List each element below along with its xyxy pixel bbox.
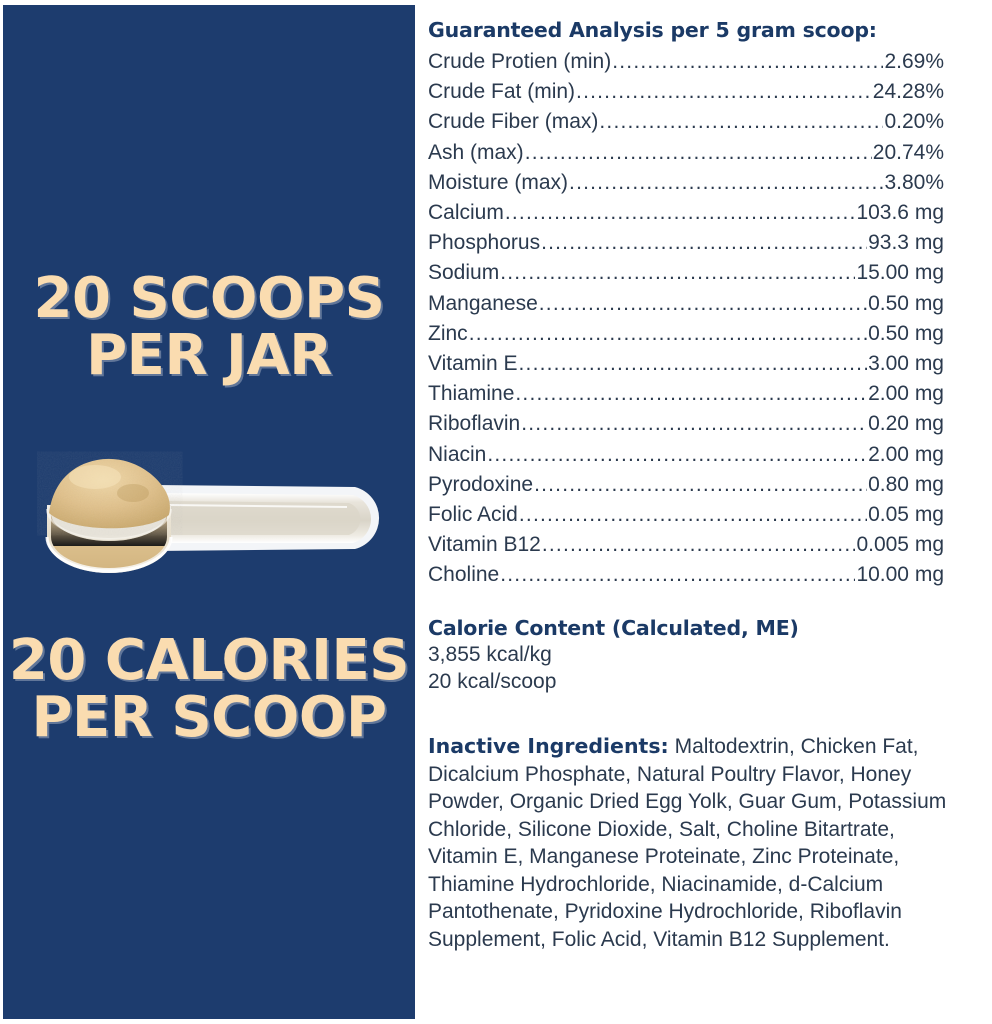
analysis-value: 15.00 mg [856,261,944,285]
analysis-label: Crude Fiber (max) [428,110,599,134]
analysis-label: Vitamin B12 [428,533,541,557]
analysis-label: Vitamin E [428,352,518,376]
analysis-label: Folic Acid [428,503,518,527]
calorie-per-kg: 3,855 kcal/kg [428,643,552,666]
analysis-row: Thiamine 2.00 mg [428,379,944,409]
analysis-value: 3.80% [884,170,944,194]
inactive-ingredients-body: Maltodextrin, Chicken Fat, Dicalcium Pho… [428,735,947,951]
analysis-label: Riboflavin [428,412,521,436]
analysis-row: Calcium 103.6 mg [428,198,944,228]
analysis-row: Ash (max) 20.74% [428,138,944,168]
analysis-value: 2.00 mg [868,442,944,466]
analysis-label: Crude Protien (min) [428,50,612,73]
dot-leader [505,198,856,219]
analysis-value: 103.6 mg [856,201,944,225]
analysis-value: 93.3 mg [868,231,944,255]
calorie-content-block: Calorie Content (Calculated, ME) 3,855 k… [428,616,944,695]
analysis-row: Crude Protien (min) 2.69% [428,47,944,77]
dot-leader [539,289,867,310]
analysis-row: Sodium 15.00 mg [428,258,944,288]
dot-leader [542,530,856,551]
calorie-per-scoop: 20 kcal/scoop [428,670,557,693]
calorie-content-title: Calorie Content (Calculated, ME) [428,616,799,640]
analysis-value: 0.50 mg [868,291,944,315]
guaranteed-analysis-list: Crude Protien (min) 2.69% Crude Fat (min) 2… [428,47,944,591]
analysis-label: Choline [428,563,500,587]
nutrition-content-column: Guaranteed Analysis per 5 gram scoop: Cr… [428,0,948,1024]
dot-leader [500,258,855,279]
analysis-label: Zinc [428,321,468,345]
analysis-row: Moisture (max) 3.80% [428,168,944,198]
dot-leader [519,500,867,521]
dot-leader [599,107,883,128]
analysis-value: 0.50 mg [868,321,944,345]
analysis-value: 20.74% [872,140,944,164]
analysis-row: Vitamin E 3.00 mg [428,349,944,379]
analysis-value: 24.28% [872,80,944,104]
analysis-value: 2.00 mg [868,382,944,406]
analysis-row: Crude Fat (min) 24.28% [428,77,944,107]
analysis-value: 0.20 mg [868,412,944,436]
analysis-label: Thiamine [428,382,515,406]
dot-leader [576,77,872,98]
analysis-row: Zinc 0.50 mg [428,319,944,349]
dot-leader [612,47,883,68]
dot-leader [569,168,883,189]
analysis-label: Niacin [428,442,487,466]
scoop-illustration [45,458,380,573]
dot-leader [541,228,867,249]
analysis-label: Moisture (max) [428,170,569,194]
dot-leader [534,470,867,491]
analysis-label: Crude Fat (min) [428,80,576,104]
analysis-row: Choline 10.00 mg [428,560,944,590]
guaranteed-analysis-title: Guaranteed Analysis per 5 gram scoop: [428,18,877,42]
analysis-value: 0.20% [884,110,944,134]
left-navy-panel: 20 SCOOPS PER JAR [3,5,415,1019]
analysis-row: Manganese 0.50 mg [428,289,944,319]
analysis-label: Sodium [428,261,500,285]
analysis-label: Manganese [428,291,538,315]
analysis-row: Pyrodoxine 0.80 mg [428,470,944,500]
analysis-row: Crude Fiber (max) 0.20% [428,107,944,137]
dot-leader [515,379,867,400]
headline-calories-line2: PER SCOOP [31,685,387,751]
analysis-value: 0.05 mg [868,503,944,527]
headline-scoops-line2: PER JAR [86,323,332,389]
dot-leader [525,138,872,159]
analysis-value: 0.80 mg [868,472,944,496]
analysis-row: Niacin 2.00 mg [428,440,944,470]
headline-calories-per-scoop: 20 CALORIES PER SCOOP [3,632,415,746]
analysis-value: 3.00 mg [868,352,944,376]
analysis-label: Phosphorus [428,231,541,255]
inactive-ingredients-block: Inactive Ingredients: Maltodextrin, Chic… [428,733,952,953]
analysis-row: Riboflavin 0.20 mg [428,409,944,439]
analysis-row: Phosphorus 93.3 mg [428,228,944,258]
headline-scoops-per-jar: 20 SCOOPS PER JAR [3,270,415,384]
analysis-label: Pyrodoxine [428,472,534,496]
analysis-row: Vitamin B12 0.005 mg [428,530,944,560]
dot-leader [469,319,867,340]
dot-leader [519,349,868,370]
analysis-label: Calcium [428,201,504,225]
inactive-ingredients-heading: Inactive Ingredients: [428,734,669,758]
scoop-image [37,443,397,593]
analysis-value: 10.00 mg [856,563,944,587]
analysis-value: 0.005 mg [856,533,944,557]
analysis-row: Folic Acid 0.05 mg [428,500,944,530]
headline-scoops-line1: 20 SCOOPS [33,266,385,331]
dot-leader [500,560,855,581]
dot-leader [521,409,867,430]
analysis-label: Ash (max) [428,140,524,164]
analysis-value: 2.69% [884,50,944,73]
headline-calories-line1: 20 CALORIES [8,628,410,693]
dot-leader [487,440,867,461]
